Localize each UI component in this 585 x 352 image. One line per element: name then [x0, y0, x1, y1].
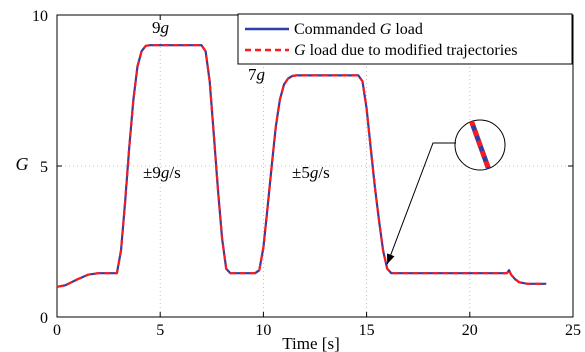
- legend: Commanded G load G load due to modified …: [237, 13, 573, 65]
- peak-label-9g: 9g: [152, 18, 169, 37]
- legend-box: [237, 13, 573, 65]
- x-tick-label: 10: [255, 322, 271, 339]
- peak-label-7g: 7g: [248, 65, 265, 84]
- zoom-lens: [454, 119, 506, 171]
- x-tick-label: 25: [565, 322, 581, 339]
- legend-commanded-label: Commanded G load: [294, 21, 423, 38]
- x-tick-label: 15: [359, 322, 375, 339]
- y-tick-label: 10: [32, 8, 48, 25]
- series-layer: [56, 44, 547, 288]
- y-tick-label: 5: [40, 159, 48, 176]
- zoom-arrow: [386, 142, 456, 265]
- x-axis-label: Time [s]: [282, 334, 339, 352]
- rate-label-5g: ±5g/s: [292, 163, 330, 182]
- x-tick-label: 5: [156, 322, 164, 339]
- series-modified-line: [56, 44, 547, 288]
- x-tick-label: 20: [462, 322, 478, 339]
- ticks: 0 5 10 15 20 25 0 5 10: [32, 8, 581, 339]
- lens-modified-line: [468, 120, 492, 170]
- rate-label-9g: ±9g/s: [143, 163, 181, 182]
- legend-modified-label: G load due to modified trajectories: [294, 42, 518, 59]
- x-tick-label: 0: [53, 322, 61, 339]
- y-tick-label: 0: [40, 310, 48, 327]
- y-axis-label: G: [16, 154, 29, 174]
